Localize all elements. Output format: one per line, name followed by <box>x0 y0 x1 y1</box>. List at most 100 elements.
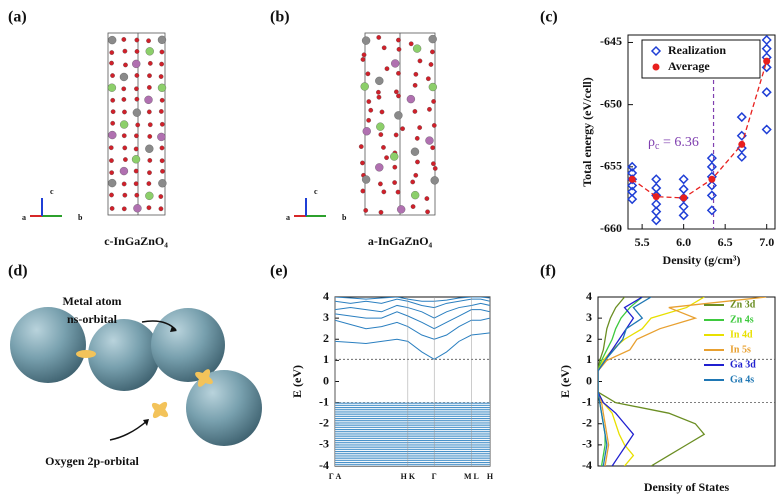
atom <box>397 205 406 214</box>
atom <box>133 146 139 152</box>
atom <box>134 133 139 139</box>
atom <box>119 72 129 82</box>
y-axis-label: E (eV) <box>290 365 304 398</box>
x-tick-label: Γ A <box>329 472 342 481</box>
atom <box>393 132 399 138</box>
atom <box>158 74 164 79</box>
atom <box>428 62 434 67</box>
axis-label: a <box>286 213 290 222</box>
realization-point <box>761 62 772 73</box>
atom <box>376 89 381 95</box>
atom <box>412 44 422 53</box>
panel-label: (b) <box>270 9 290 26</box>
realization-point <box>706 190 717 201</box>
x-tick-label: M L <box>464 472 479 481</box>
dos-curve <box>598 297 705 466</box>
atom <box>378 132 384 137</box>
atom <box>360 57 366 62</box>
y-tick-label: 4 <box>323 289 329 303</box>
atom <box>123 157 128 162</box>
atom <box>134 86 139 92</box>
atom <box>123 62 128 68</box>
legend-label: Ga 4s <box>730 374 754 385</box>
atom <box>158 206 164 212</box>
realization-point <box>736 151 747 162</box>
band <box>335 297 490 302</box>
atom <box>121 206 127 212</box>
atom <box>408 41 414 47</box>
valence-bands <box>335 402 490 466</box>
axis-label: c <box>314 187 318 196</box>
atom <box>121 37 127 42</box>
atom <box>411 190 420 200</box>
atom <box>132 59 141 69</box>
legend-label: Ga 3d <box>730 359 756 370</box>
atom <box>410 179 416 185</box>
atom <box>157 83 167 92</box>
atom <box>134 73 140 78</box>
atom <box>121 181 127 187</box>
atom <box>395 189 401 195</box>
panel-label: (c) <box>540 9 558 26</box>
axis-label: b <box>342 213 347 222</box>
atom <box>428 34 437 44</box>
atom <box>109 192 114 198</box>
realization-point <box>761 124 772 135</box>
realization-point <box>678 184 689 195</box>
average-point <box>738 140 746 148</box>
atom <box>109 206 115 211</box>
annotation-text: = 6.36 <box>659 135 698 150</box>
y-tick-label: -3 <box>319 437 329 451</box>
realization-point <box>761 43 772 54</box>
atom <box>147 61 153 66</box>
y-axis-label: Total energy (eV/cell) <box>580 77 594 187</box>
atom <box>430 176 439 185</box>
dos-curve <box>598 297 652 466</box>
atom <box>110 120 116 126</box>
atom <box>133 204 142 213</box>
atom <box>376 122 385 131</box>
atom <box>363 208 369 213</box>
atom <box>384 155 389 160</box>
axis-label: c <box>50 187 54 196</box>
atom <box>396 37 401 43</box>
orbital-schematic <box>10 307 262 446</box>
atom <box>146 85 152 90</box>
atom <box>144 95 153 104</box>
plot-frame <box>627 34 776 230</box>
atom <box>381 145 386 150</box>
annotation: ρc = 6.36 <box>648 135 699 152</box>
annotation: ns-orbital <box>67 312 118 326</box>
atom <box>110 109 116 114</box>
atom <box>134 192 140 198</box>
atom <box>376 94 382 100</box>
atom <box>415 159 420 165</box>
y-tick-label: 0 <box>323 373 329 387</box>
atom <box>121 97 127 102</box>
atom <box>390 152 399 161</box>
atom <box>159 121 165 127</box>
annotation: Oxygen 2p-orbital <box>45 454 139 468</box>
realization-point <box>706 180 717 191</box>
crystal-structure <box>107 32 167 216</box>
atom <box>133 168 139 174</box>
y-tick-label: -650 <box>600 96 622 110</box>
atom <box>417 58 423 64</box>
average-point <box>652 193 660 201</box>
panel-label: (f) <box>540 263 556 280</box>
atom <box>109 170 115 176</box>
atom <box>134 49 140 54</box>
average-point <box>763 57 771 65</box>
legend-label: Average <box>668 59 710 73</box>
y-tick-label: -4 <box>582 458 592 472</box>
atom <box>431 99 436 104</box>
atom <box>159 145 165 151</box>
panel-label: (e) <box>270 263 288 280</box>
realization-point <box>678 201 689 212</box>
annotation-subscript: c <box>655 141 660 152</box>
x-axis-label: Density of States <box>644 480 730 494</box>
realization-point <box>627 180 638 191</box>
y-tick-label: -1 <box>582 394 592 408</box>
atom <box>132 108 142 117</box>
